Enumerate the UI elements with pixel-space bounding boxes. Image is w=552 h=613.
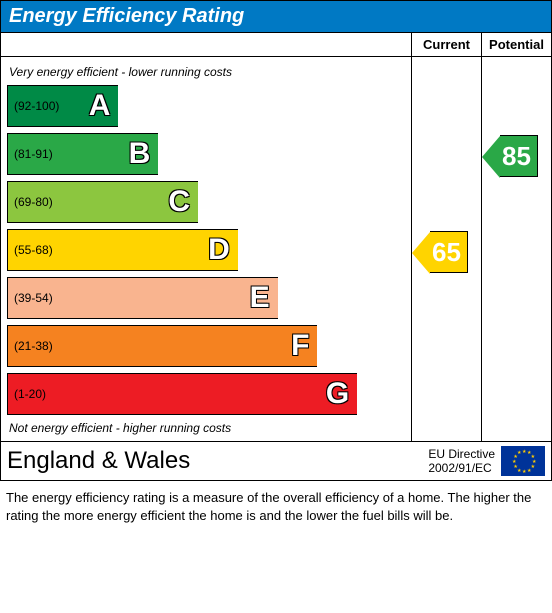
footer-description: The energy efficiency rating is a measur… [0,481,552,532]
band-range-a: (92-100) [14,99,59,113]
band-letter-b: B [129,137,151,171]
band-letter-f: F [291,329,309,363]
band-bar-e: (39-54) E [7,277,278,319]
current-rating-arrow: 65 [430,231,468,273]
directive-line1: EU Directive [428,447,495,461]
band-range-c: (69-80) [14,195,53,209]
band-bar-a: (92-100) A [7,85,118,127]
band-range-d: (55-68) [14,243,53,257]
band-letter-a: A [89,89,111,123]
band-range-g: (1-20) [14,387,46,401]
band-row-c: (69-80) C [7,181,405,223]
band-bar-c: (69-80) C [7,181,198,223]
band-row-d: (55-68) D [7,229,405,271]
band-bar-f: (21-38) F [7,325,317,367]
band-bar-g: (1-20) G [7,373,357,415]
band-range-e: (39-54) [14,291,53,305]
bands-header-empty [1,33,411,57]
column-header-potential: Potential [481,33,551,57]
directive-box: EU Directive 2002/91/EC ★★★★★★★★★★★★ [428,446,545,476]
chart-grid: Current Potential Very energy efficient … [1,32,551,441]
directive-text: EU Directive 2002/91/EC [428,447,495,476]
epc-container: Energy Efficiency Rating Current Potenti… [0,0,552,481]
bands-cell: Very energy efficient - lower running co… [1,57,411,441]
band-row-g: (1-20) G [7,373,405,415]
chart-title: Energy Efficiency Rating [1,1,551,32]
column-header-current: Current [411,33,481,57]
band-letter-d: D [208,233,230,267]
band-row-b: (81-91) B [7,133,405,175]
potential-rating-cell: 85 [481,57,551,441]
potential-rating-arrow: 85 [500,135,538,177]
band-row-a: (92-100) A [7,85,405,127]
band-range-b: (81-91) [14,147,53,161]
directive-line2: 2002/91/EC [428,461,495,475]
band-letter-e: E [250,281,270,315]
current-rating-value: 65 [430,231,468,273]
eu-flag-icon: ★★★★★★★★★★★★ [501,446,545,476]
band-row-f: (21-38) F [7,325,405,367]
potential-rating-value: 85 [500,135,538,177]
band-list: (92-100) A (81-91) B (69-80) C (55-68) D (39-54)… [7,85,405,415]
band-letter-c: C [168,185,190,219]
footer-bar: England & Wales EU Directive 2002/91/EC … [1,441,551,480]
efficiency-note-top: Very energy efficient - lower running co… [9,65,405,79]
current-rating-cell: 65 [411,57,481,441]
band-row-e: (39-54) E [7,277,405,319]
efficiency-note-bottom: Not energy efficient - higher running co… [9,421,405,435]
region-label: England & Wales [7,447,190,475]
band-bar-d: (55-68) D [7,229,238,271]
band-letter-g: G [326,377,349,411]
band-bar-b: (81-91) B [7,133,158,175]
band-range-f: (21-38) [14,339,53,353]
